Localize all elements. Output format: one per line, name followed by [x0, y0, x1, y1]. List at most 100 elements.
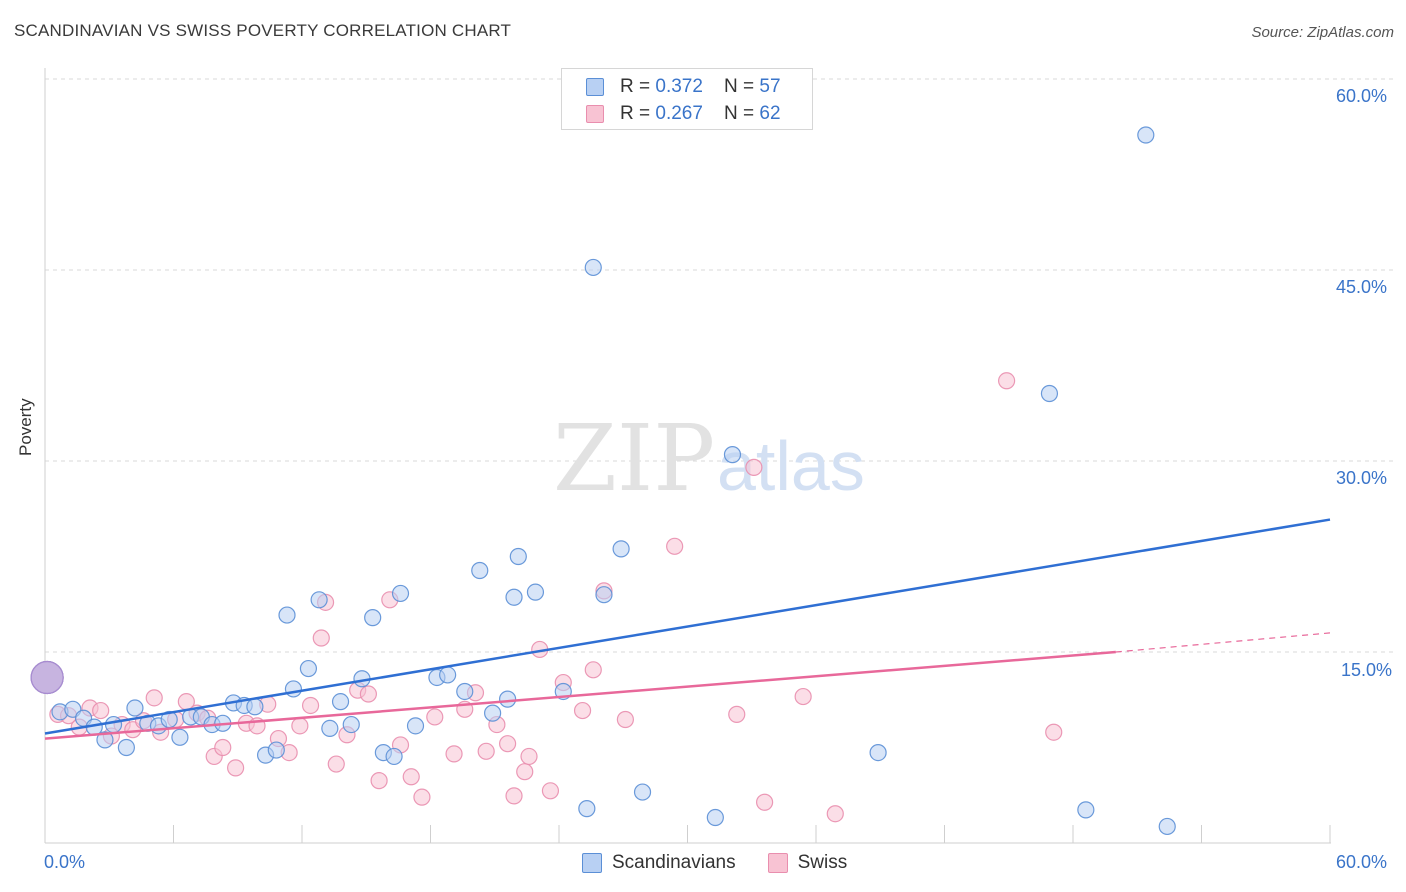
swiss-point — [92, 701, 110, 720]
swiss-point — [728, 705, 746, 723]
swiss-point — [499, 735, 517, 753]
n-label: N = — [724, 103, 760, 124]
x-tick-min: 0.0% — [44, 852, 86, 872]
scandinavian-point — [706, 808, 724, 827]
swiss-point — [516, 763, 534, 781]
legend-item-swiss[interactable]: Swiss — [767, 852, 848, 874]
legend-label: Swiss — [797, 852, 848, 873]
swiss-point — [426, 708, 444, 726]
overlap-point — [30, 660, 64, 695]
watermark: ZIP atlas — [553, 405, 865, 512]
scandinavian-point — [246, 698, 264, 716]
swiss-point — [755, 793, 774, 811]
swiss-point — [505, 787, 523, 805]
scandinavian-point — [471, 561, 489, 580]
y-tick-45: 45.0% — [1336, 277, 1388, 297]
scandinavian-point — [578, 800, 596, 818]
scandinavian-point — [1137, 126, 1155, 144]
source-label: Source: ZipAtlas.com — [1251, 24, 1394, 41]
r-label: R = — [620, 76, 656, 97]
swiss-trend-line — [44, 650, 1116, 740]
scandinavian-point — [509, 547, 527, 566]
scandinavian-point — [1040, 384, 1059, 403]
swiss-point — [616, 710, 634, 729]
scandinavian-point — [385, 747, 403, 766]
scandinavian-point — [126, 699, 144, 717]
swiss-point — [214, 738, 232, 757]
legend-swatch-pink — [586, 105, 604, 123]
scandinavian-point — [331, 693, 350, 711]
scandinavian-point — [456, 682, 474, 701]
swiss-points — [30, 372, 1063, 823]
legend-swatch-blue — [582, 853, 602, 873]
swiss-point — [520, 747, 538, 766]
scandinavian-point — [267, 741, 285, 759]
scandinavian-point — [117, 738, 135, 757]
scandinavian-point — [439, 666, 457, 684]
scandinavian-point — [505, 588, 523, 606]
scandinavian-trend-line — [44, 518, 1331, 735]
scandinavian-point — [406, 717, 425, 735]
scandinavian-points — [30, 126, 1176, 836]
swiss-point — [998, 372, 1016, 390]
r-value: 0.267 — [655, 103, 703, 124]
y-tick-30: 30.0% — [1336, 468, 1388, 488]
scandinavian-point — [595, 586, 613, 604]
legend-label: Scandinavians — [612, 852, 736, 873]
n-value: 57 — [759, 76, 781, 97]
scandinavian-point — [612, 540, 630, 558]
scandinavian-point — [171, 728, 189, 746]
legend-swatch-blue — [586, 78, 604, 96]
stats-row-swiss: R = 0.267 N = 62 — [586, 102, 781, 126]
swiss-point — [445, 745, 463, 763]
y-tick-60: 60.0% — [1336, 86, 1388, 106]
scandinavian-point — [299, 659, 318, 678]
swiss-point — [227, 759, 245, 777]
swiss-point — [312, 629, 330, 647]
n-value: 62 — [759, 103, 781, 124]
swiss-point — [666, 537, 684, 555]
swiss-point — [359, 685, 377, 703]
scandinavian-point — [584, 258, 602, 277]
swiss-point — [794, 687, 812, 706]
series-legend: Scandinavians Swiss — [582, 852, 879, 874]
chart-title: SCANDINAVIAN VS SWISS POVERTY CORRELATIO… — [14, 21, 512, 40]
scandinavian-point — [96, 731, 114, 749]
scandinavian-point — [1158, 817, 1176, 836]
scandinavian-point — [321, 719, 339, 738]
r-value: 0.372 — [655, 76, 703, 97]
x-tick-max: 60.0% — [1336, 852, 1388, 872]
axes — [44, 68, 1331, 844]
scandinavian-point — [633, 783, 652, 801]
swiss-point — [402, 768, 420, 786]
scandinavian-point — [499, 690, 517, 708]
trend-lines — [44, 518, 1331, 740]
swiss-point — [573, 701, 592, 720]
scandinavian-point — [342, 715, 360, 734]
stats-legend: R = 0.372 N = 57 R = 0.267 N = 62 — [561, 68, 813, 130]
legend-swatch-pink — [767, 853, 788, 873]
scandinavian-point — [869, 743, 887, 762]
scandinavian-point — [278, 606, 296, 624]
watermark-zip: ZIP — [553, 405, 715, 512]
scandinavian-point — [484, 704, 502, 722]
swiss-point — [584, 661, 602, 679]
swiss-point — [1045, 723, 1063, 741]
swiss-point — [826, 805, 844, 823]
scandinavian-point — [104, 715, 123, 734]
scandinavian-point — [284, 680, 303, 698]
scandinavian-point — [526, 583, 545, 601]
legend-item-scandinavians[interactable]: Scandinavians — [582, 852, 736, 874]
scandinavian-point — [723, 446, 742, 464]
swiss-point — [327, 755, 345, 773]
y-axis-label: Poverty — [16, 398, 35, 456]
scandinavian-point — [364, 609, 382, 627]
swiss-point — [301, 696, 320, 715]
scandinavian-point — [310, 591, 328, 609]
stats-row-scandinavians: R = 0.372 N = 57 — [586, 75, 781, 99]
swiss-point — [477, 742, 495, 760]
swiss-point — [541, 782, 560, 800]
grid-lines — [45, 78, 1395, 653]
scandinavian-point — [391, 584, 410, 603]
